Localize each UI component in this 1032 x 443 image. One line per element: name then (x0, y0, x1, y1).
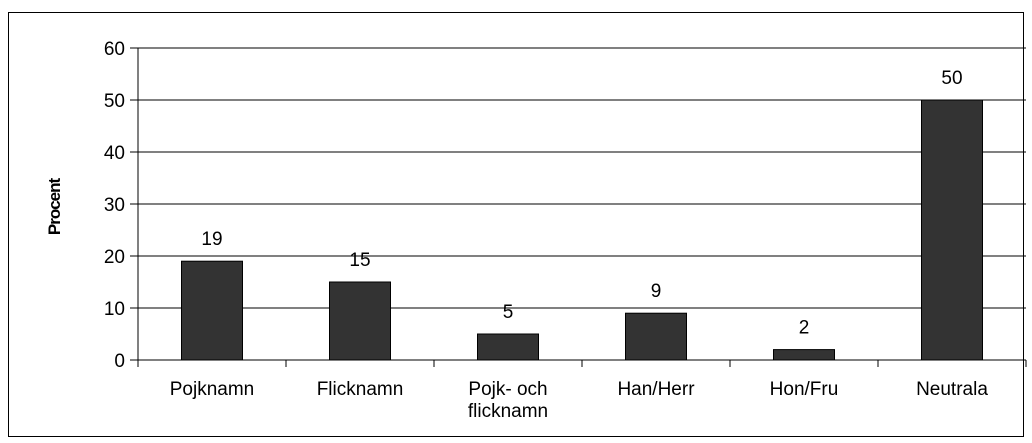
y-tick-label: 40 (104, 143, 125, 164)
x-category-label: Pojknamn (170, 379, 255, 400)
y-axis-title: Procent (45, 178, 64, 236)
data-labels: 19 15 5 9 2 50 (201, 68, 962, 339)
x-category-label: Hon/Fru (770, 379, 839, 400)
gridlines (138, 47, 1026, 309)
y-tick-label: 50 (104, 91, 125, 112)
y-tick-labels: 0 10 20 30 40 50 60 (104, 39, 125, 372)
x-category-label: Han/Herr (617, 379, 695, 400)
bar-data-label: 50 (941, 68, 962, 89)
x-category-label: Flicknamn (317, 379, 404, 400)
y-tick-label: 10 (104, 299, 125, 320)
bar-data-label: 2 (799, 318, 810, 339)
bar (773, 349, 835, 361)
bar (477, 333, 539, 361)
bar (329, 281, 391, 361)
x-category-label: Neutrala (916, 379, 988, 400)
y-tick-label: 60 (104, 39, 125, 60)
bar (921, 99, 983, 361)
x-category-labels: Pojknamn Flicknamn Pojk- och flicknamn Han/H… (170, 379, 989, 422)
bar-data-label: 19 (201, 229, 222, 250)
bar (625, 312, 687, 361)
y-tick-label: 20 (104, 247, 125, 268)
bar-data-label: 15 (349, 250, 370, 271)
axes (130, 47, 1027, 367)
x-category-label: Pojk- och flicknamn (468, 379, 548, 422)
bar (181, 260, 243, 361)
bars (181, 99, 983, 361)
y-tick-label: 0 (114, 351, 125, 372)
bar-data-label: 5 (503, 302, 514, 323)
y-tick-label: 30 (104, 195, 125, 216)
chart-frame (8, 12, 1024, 437)
bar-data-label: 9 (651, 281, 662, 302)
